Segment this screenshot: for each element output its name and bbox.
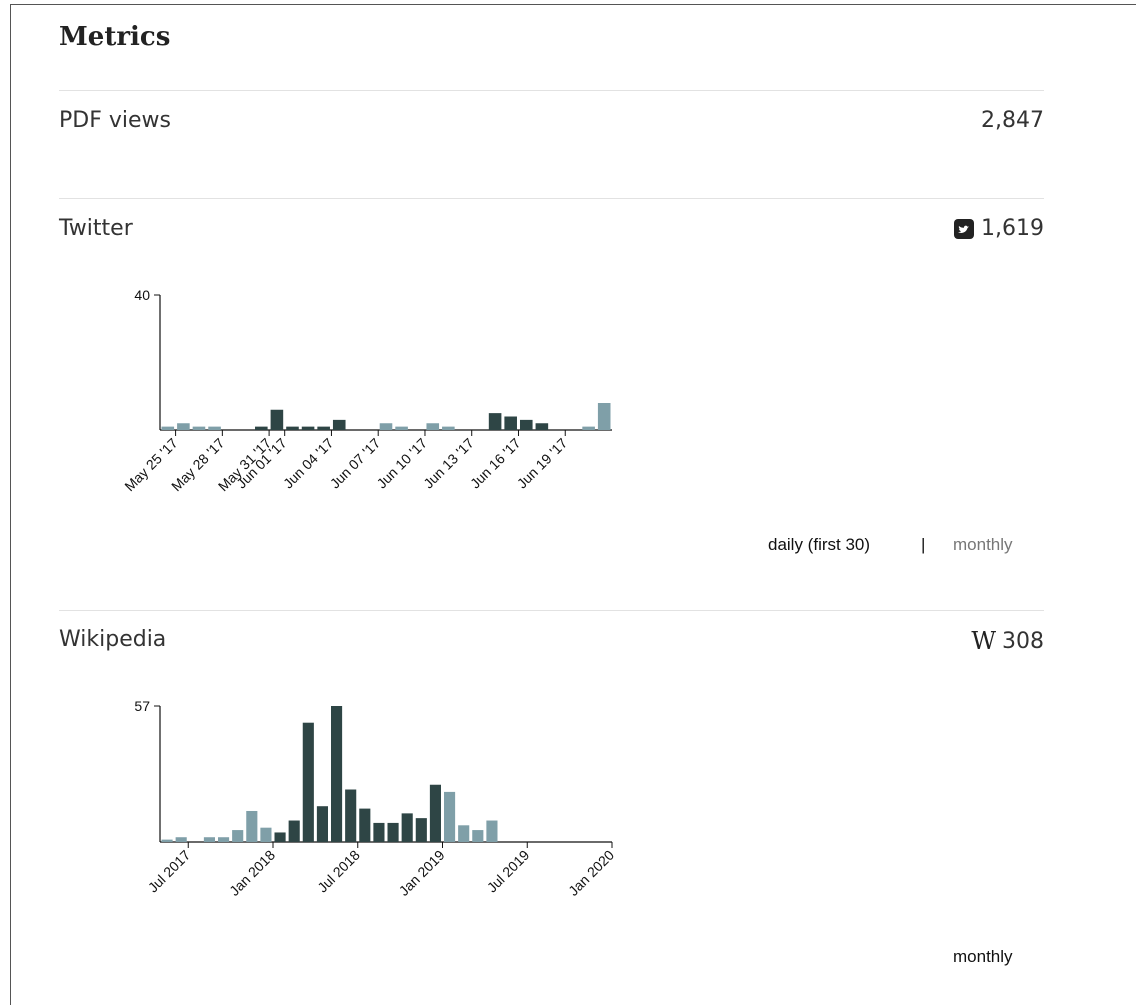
bar: [387, 822, 399, 842]
bar: [359, 808, 371, 842]
toggle-monthly[interactable]: monthly: [953, 535, 1013, 554]
bar: [192, 426, 206, 430]
bar: [177, 423, 190, 430]
bar: [246, 810, 258, 842]
bar: [218, 837, 230, 842]
bar: [317, 426, 330, 430]
bar: [274, 832, 286, 842]
bar: [429, 784, 441, 842]
metric-count: 1,619: [981, 216, 1044, 241]
bar: [175, 837, 187, 842]
bar: [286, 426, 299, 430]
page: Metrics PDF views 2,847 Twitter 1,619 da…: [10, 4, 1136, 1005]
bar: [288, 820, 300, 842]
metric-label: Twitter: [59, 216, 133, 241]
bar: [203, 837, 215, 842]
bar: [535, 423, 549, 430]
x-tick-label: Jul 2019: [484, 847, 533, 896]
bar: [161, 839, 173, 842]
metric-label: Wikipedia: [59, 627, 167, 652]
bar: [373, 822, 385, 842]
metric-value: 2,847: [981, 108, 1044, 133]
y-tick-label: 40: [134, 287, 150, 303]
metric-count: 2,847: [981, 108, 1044, 133]
bar: [316, 806, 328, 842]
metric-value: W 308: [971, 627, 1044, 655]
bar: [161, 426, 175, 430]
bar: [519, 419, 533, 430]
metric-value: 1,619: [953, 216, 1044, 241]
bar: [332, 419, 346, 430]
bar: [232, 830, 244, 842]
bar: [379, 423, 393, 430]
y-tick-label: 57: [134, 698, 150, 714]
bar: [401, 813, 413, 842]
bar: [208, 426, 221, 430]
bar: [444, 791, 456, 842]
panel-title: Metrics: [59, 22, 171, 52]
bar: [426, 423, 440, 430]
bar: [255, 426, 268, 430]
metric-label: PDF views: [59, 108, 171, 133]
bar: [504, 416, 517, 430]
x-tick-label: Jan 2019: [396, 847, 448, 899]
panel-border: [10, 4, 1136, 1005]
x-tick-label: Jul 2017: [145, 847, 194, 896]
divider: [59, 198, 1044, 199]
metric-count: 308: [1002, 628, 1044, 654]
bar: [270, 409, 284, 430]
bar: [472, 830, 484, 842]
x-tick-label: Jan 2020: [565, 847, 617, 899]
bar: [395, 426, 408, 430]
bar: [458, 825, 470, 842]
bar: [345, 789, 357, 842]
bar: [486, 820, 498, 842]
wikipedia-icon: W: [971, 627, 996, 655]
divider: [59, 610, 1044, 611]
bar: [582, 426, 595, 430]
toggle-separator: |: [921, 535, 926, 554]
toggle-monthly[interactable]: monthly: [953, 947, 1013, 966]
twitter-icon: [954, 218, 975, 239]
bar: [331, 706, 343, 842]
bar: [488, 413, 502, 430]
bar: [597, 403, 611, 430]
bar: [442, 426, 455, 430]
bar: [301, 426, 315, 430]
toggle-daily[interactable]: daily (first 30): [768, 535, 871, 554]
bar: [302, 722, 314, 842]
bar: [260, 827, 272, 842]
x-tick-label: Jan 2018: [226, 847, 278, 899]
bar: [415, 818, 427, 842]
divider: [59, 90, 1044, 91]
x-tick-label: Jul 2018: [314, 847, 363, 896]
x-tick-label: Jun 19 '17: [514, 435, 571, 492]
